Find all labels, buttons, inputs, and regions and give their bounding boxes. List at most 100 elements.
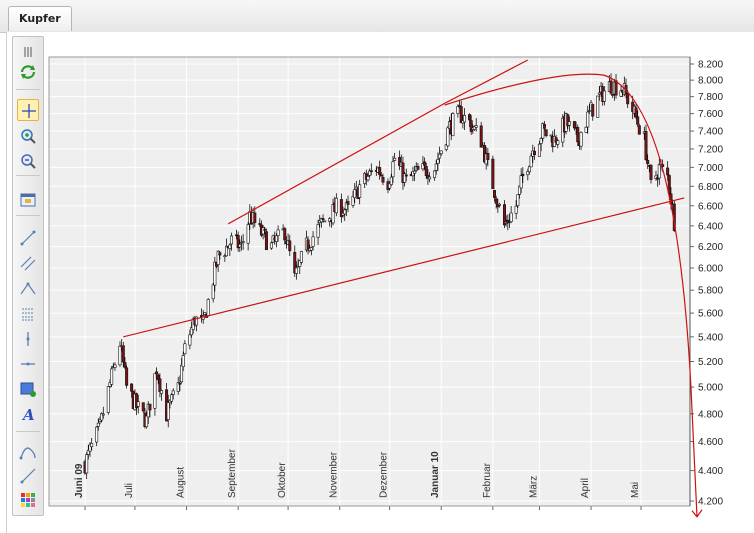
candle-up <box>90 442 94 447</box>
candle-up <box>319 217 323 223</box>
y-tick-label: 5.800 <box>698 286 723 297</box>
candle-up <box>438 153 442 159</box>
candle-up <box>86 449 90 455</box>
x-tick-label: Dezember <box>379 451 390 498</box>
candle-up <box>145 415 149 428</box>
candle-down <box>306 239 310 251</box>
candle-down <box>381 177 385 183</box>
candle-up <box>428 176 432 180</box>
candle-up <box>213 261 217 286</box>
parallel-line-button[interactable] <box>17 252 39 274</box>
candle-down <box>521 173 525 177</box>
candle-up <box>596 95 600 118</box>
y-tick-label: 6.200 <box>698 242 723 253</box>
candle-up <box>657 163 661 179</box>
x-tick-label: Oktober <box>277 462 288 498</box>
x-tick-label: Juni 09 <box>74 463 85 498</box>
tab-kupfer[interactable]: Kupfer <box>8 6 72 31</box>
rectangle-tool-icon <box>20 382 36 397</box>
candle-up <box>516 194 520 207</box>
candle-down <box>609 80 613 94</box>
zoom-out-button[interactable] <box>17 150 39 172</box>
candle-down <box>479 125 483 148</box>
candle-down <box>468 114 472 121</box>
candle-up <box>224 245 228 257</box>
text-tool-button[interactable]: A <box>17 403 39 425</box>
candle-up <box>323 220 327 223</box>
candle-up <box>473 126 477 130</box>
color-palette-button[interactable] <box>17 489 39 511</box>
color-palette-icon <box>21 493 35 507</box>
resistance-trendline <box>227 59 529 225</box>
candle-down <box>264 231 268 251</box>
candle-up <box>298 260 302 267</box>
toolbar-separator <box>16 89 40 90</box>
zoom-in-button[interactable] <box>17 125 39 147</box>
candle-down <box>156 374 160 381</box>
candle-up <box>269 242 273 249</box>
candle-up <box>88 444 92 452</box>
ray-tool-button[interactable] <box>17 465 39 487</box>
crosshair-button[interactable] <box>17 99 39 121</box>
candle-up <box>509 212 513 223</box>
x-tick-label: September <box>227 448 238 498</box>
candle-down <box>369 170 373 172</box>
candle-up <box>444 144 448 150</box>
candle-down <box>123 362 127 368</box>
candle-up <box>586 111 590 128</box>
candle-up <box>388 183 392 189</box>
svg-text:A: A <box>21 406 35 424</box>
candle-up <box>206 299 210 317</box>
candle-down <box>566 114 570 127</box>
rectangle-tool-button[interactable] <box>17 378 39 400</box>
candle-up <box>228 244 232 249</box>
candle-up <box>106 386 110 413</box>
candle-up <box>246 224 250 244</box>
y-tick-label: 7.000 <box>698 163 723 174</box>
candle-up <box>166 402 170 420</box>
candle-up <box>118 345 122 366</box>
text-tool-icon: A <box>21 406 35 424</box>
candle-down <box>458 105 462 108</box>
curve-tool-button[interactable] <box>17 441 39 463</box>
candle-down <box>649 164 653 180</box>
candle-down <box>125 367 129 386</box>
vertical-line-button[interactable] <box>17 328 39 350</box>
candle-up <box>85 454 89 474</box>
candle-down <box>491 158 495 190</box>
horizontal-line-button[interactable] <box>17 353 39 375</box>
candle-up <box>171 390 175 395</box>
candle-up <box>351 196 355 206</box>
horizontal-line-icon <box>21 362 35 366</box>
triangle-tool-button[interactable] <box>17 278 39 300</box>
candle-up <box>403 173 407 183</box>
annotations <box>123 59 703 518</box>
candle-up <box>238 244 242 248</box>
candle-down <box>576 127 580 143</box>
candle-up <box>366 176 370 181</box>
handle-button[interactable] <box>17 41 39 63</box>
candle-down <box>401 162 405 183</box>
candle-up <box>98 419 102 422</box>
refresh-button[interactable] <box>17 61 39 83</box>
candle-down <box>148 403 152 411</box>
candle-down <box>121 345 125 363</box>
candle-up <box>439 150 443 155</box>
candle-up <box>368 170 372 176</box>
x-tick-label: April <box>580 478 591 498</box>
line-tool-button[interactable] <box>17 227 39 249</box>
candle-down <box>424 166 428 176</box>
y-tick-label: 5.600 <box>698 309 723 320</box>
line-tool-icon <box>20 230 36 246</box>
y-axis: 8.200 8.000 7.800 7.600 7.400 7.200 7.000 6.800… <box>49 60 723 508</box>
chart-window-button[interactable] <box>17 189 39 211</box>
candle-up <box>190 327 194 336</box>
candle-down <box>263 228 267 231</box>
y-tick-label: 6.600 <box>698 201 723 212</box>
candle-up <box>541 123 545 139</box>
chart-window-icon <box>20 193 36 207</box>
fibonacci-button[interactable] <box>17 303 39 325</box>
candle-up <box>498 203 502 206</box>
